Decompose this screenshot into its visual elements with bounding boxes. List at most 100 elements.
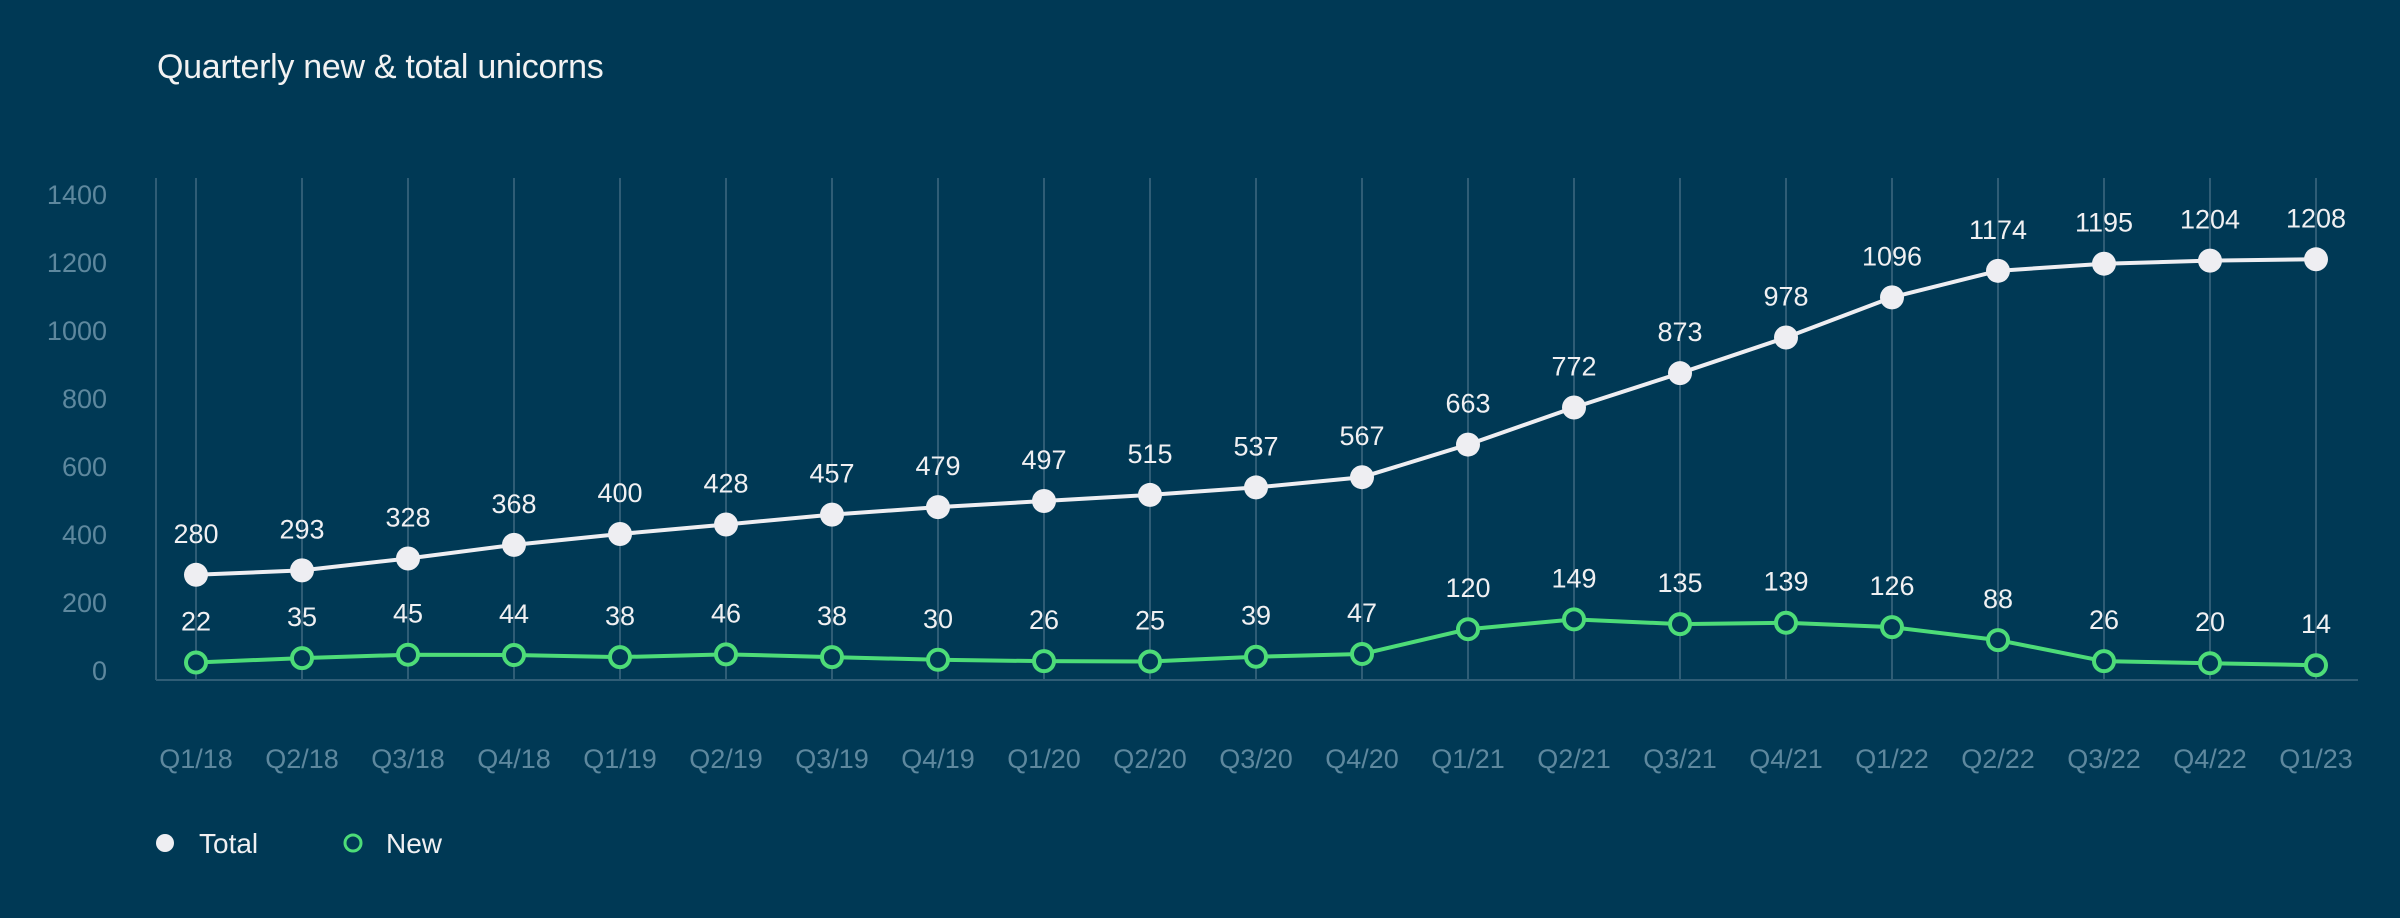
legend-label-total: Total bbox=[199, 828, 258, 859]
x-tick-label: Q2/22 bbox=[1961, 744, 2035, 774]
data-label: 400 bbox=[597, 478, 642, 508]
x-tick-label: Q1/18 bbox=[159, 744, 233, 774]
data-point bbox=[608, 522, 632, 546]
x-tick-label: Q1/21 bbox=[1431, 744, 1505, 774]
x-tick-label: Q2/21 bbox=[1537, 744, 1611, 774]
y-tick-label: 600 bbox=[62, 452, 107, 482]
data-point bbox=[1986, 628, 2010, 653]
data-point bbox=[1774, 610, 1798, 635]
data-label: 135 bbox=[1657, 568, 1702, 598]
data-point bbox=[1138, 649, 1162, 674]
data-point bbox=[1456, 432, 1480, 457]
data-label: 88 bbox=[1983, 584, 2013, 614]
x-tick-label: Q2/20 bbox=[1113, 744, 1187, 774]
data-label: 35 bbox=[287, 602, 317, 632]
x-tick-label: Q2/18 bbox=[265, 744, 339, 774]
y-tick-label: 200 bbox=[62, 588, 107, 618]
data-point bbox=[1986, 258, 2010, 283]
data-point bbox=[1244, 644, 1268, 669]
data-point bbox=[1880, 285, 1904, 310]
data-point bbox=[184, 650, 208, 675]
data-label: 139 bbox=[1763, 567, 1808, 597]
data-label: 280 bbox=[173, 519, 218, 549]
data-point bbox=[608, 645, 632, 670]
x-tick-label: Q4/20 bbox=[1325, 744, 1399, 774]
data-label: 25 bbox=[1135, 606, 1165, 636]
data-label: 1195 bbox=[2075, 208, 2133, 238]
data-label: 26 bbox=[2089, 605, 2119, 635]
data-point bbox=[2198, 651, 2222, 676]
data-point bbox=[1668, 361, 1692, 386]
data-label: 293 bbox=[279, 514, 324, 544]
data-label: 537 bbox=[1233, 431, 1278, 461]
x-tick-label: Q2/19 bbox=[689, 744, 763, 774]
data-label: 1174 bbox=[1969, 215, 2027, 245]
y-tick-label: 1000 bbox=[47, 316, 107, 346]
data-point bbox=[1774, 325, 1798, 350]
data-label: 47 bbox=[1347, 598, 1377, 628]
x-tick-label: Q3/22 bbox=[2067, 744, 2141, 774]
data-label: 1208 bbox=[2286, 203, 2346, 233]
x-tick-label: Q4/19 bbox=[901, 744, 975, 774]
data-label: 38 bbox=[817, 601, 847, 631]
chart-title: Quarterly new & total unicorns bbox=[157, 48, 604, 86]
x-tick-label: Q1/20 bbox=[1007, 744, 1081, 774]
x-tick-label: Q4/22 bbox=[2173, 744, 2247, 774]
data-point bbox=[1562, 607, 1586, 632]
x-tick-label: Q3/19 bbox=[795, 744, 869, 774]
data-label: 149 bbox=[1551, 563, 1596, 593]
legend-marker-new bbox=[343, 833, 363, 853]
data-label: 368 bbox=[491, 489, 536, 519]
x-tick-label: Q3/18 bbox=[371, 744, 445, 774]
data-point bbox=[714, 512, 738, 537]
data-label: 30 bbox=[923, 604, 953, 634]
data-label: 38 bbox=[605, 601, 635, 631]
x-tick-label: Q1/22 bbox=[1855, 744, 1929, 774]
data-point bbox=[396, 546, 420, 571]
data-label: 126 bbox=[1869, 571, 1914, 601]
data-point bbox=[502, 643, 526, 668]
data-point bbox=[1138, 482, 1162, 507]
data-point bbox=[714, 642, 738, 667]
data-label: 45 bbox=[393, 599, 423, 629]
data-point bbox=[820, 502, 844, 527]
data-point bbox=[1668, 612, 1692, 637]
data-label: 497 bbox=[1021, 445, 1066, 475]
y-tick-label: 400 bbox=[62, 520, 107, 550]
data-label: 1204 bbox=[2180, 205, 2240, 235]
x-tick-label: Q4/21 bbox=[1749, 744, 1823, 774]
y-tick-label: 1400 bbox=[47, 180, 107, 210]
x-tick-label: Q4/18 bbox=[477, 744, 551, 774]
data-point bbox=[2092, 251, 2116, 276]
data-point bbox=[2304, 653, 2328, 678]
data-label: 14 bbox=[2301, 609, 2331, 639]
data-point bbox=[184, 562, 208, 587]
y-tick-label: 800 bbox=[62, 384, 107, 414]
data-point bbox=[2198, 248, 2222, 273]
data-point bbox=[1350, 642, 1374, 667]
data-point bbox=[2304, 247, 2328, 272]
data-point bbox=[820, 645, 844, 670]
x-tick-label: Q1/19 bbox=[583, 744, 657, 774]
data-label: 22 bbox=[181, 607, 211, 637]
x-tick-label: Q1/23 bbox=[2279, 744, 2353, 774]
data-point bbox=[396, 642, 420, 667]
data-label: 457 bbox=[809, 459, 854, 489]
data-label: 39 bbox=[1241, 601, 1271, 631]
legend-marker-total bbox=[156, 834, 174, 852]
data-label: 978 bbox=[1763, 281, 1808, 311]
data-point bbox=[2092, 649, 2116, 674]
x-tick-label: Q3/20 bbox=[1219, 744, 1293, 774]
data-point bbox=[1032, 649, 1056, 674]
legend-label-new: New bbox=[386, 828, 443, 859]
data-label: 663 bbox=[1445, 389, 1490, 419]
data-point bbox=[1244, 475, 1268, 500]
data-label: 515 bbox=[1127, 439, 1172, 469]
data-label: 479 bbox=[915, 451, 960, 481]
data-point bbox=[502, 532, 526, 557]
data-point bbox=[1032, 489, 1056, 514]
data-point bbox=[1456, 617, 1480, 642]
data-label: 20 bbox=[2195, 607, 2225, 637]
data-label: 772 bbox=[1551, 352, 1596, 382]
